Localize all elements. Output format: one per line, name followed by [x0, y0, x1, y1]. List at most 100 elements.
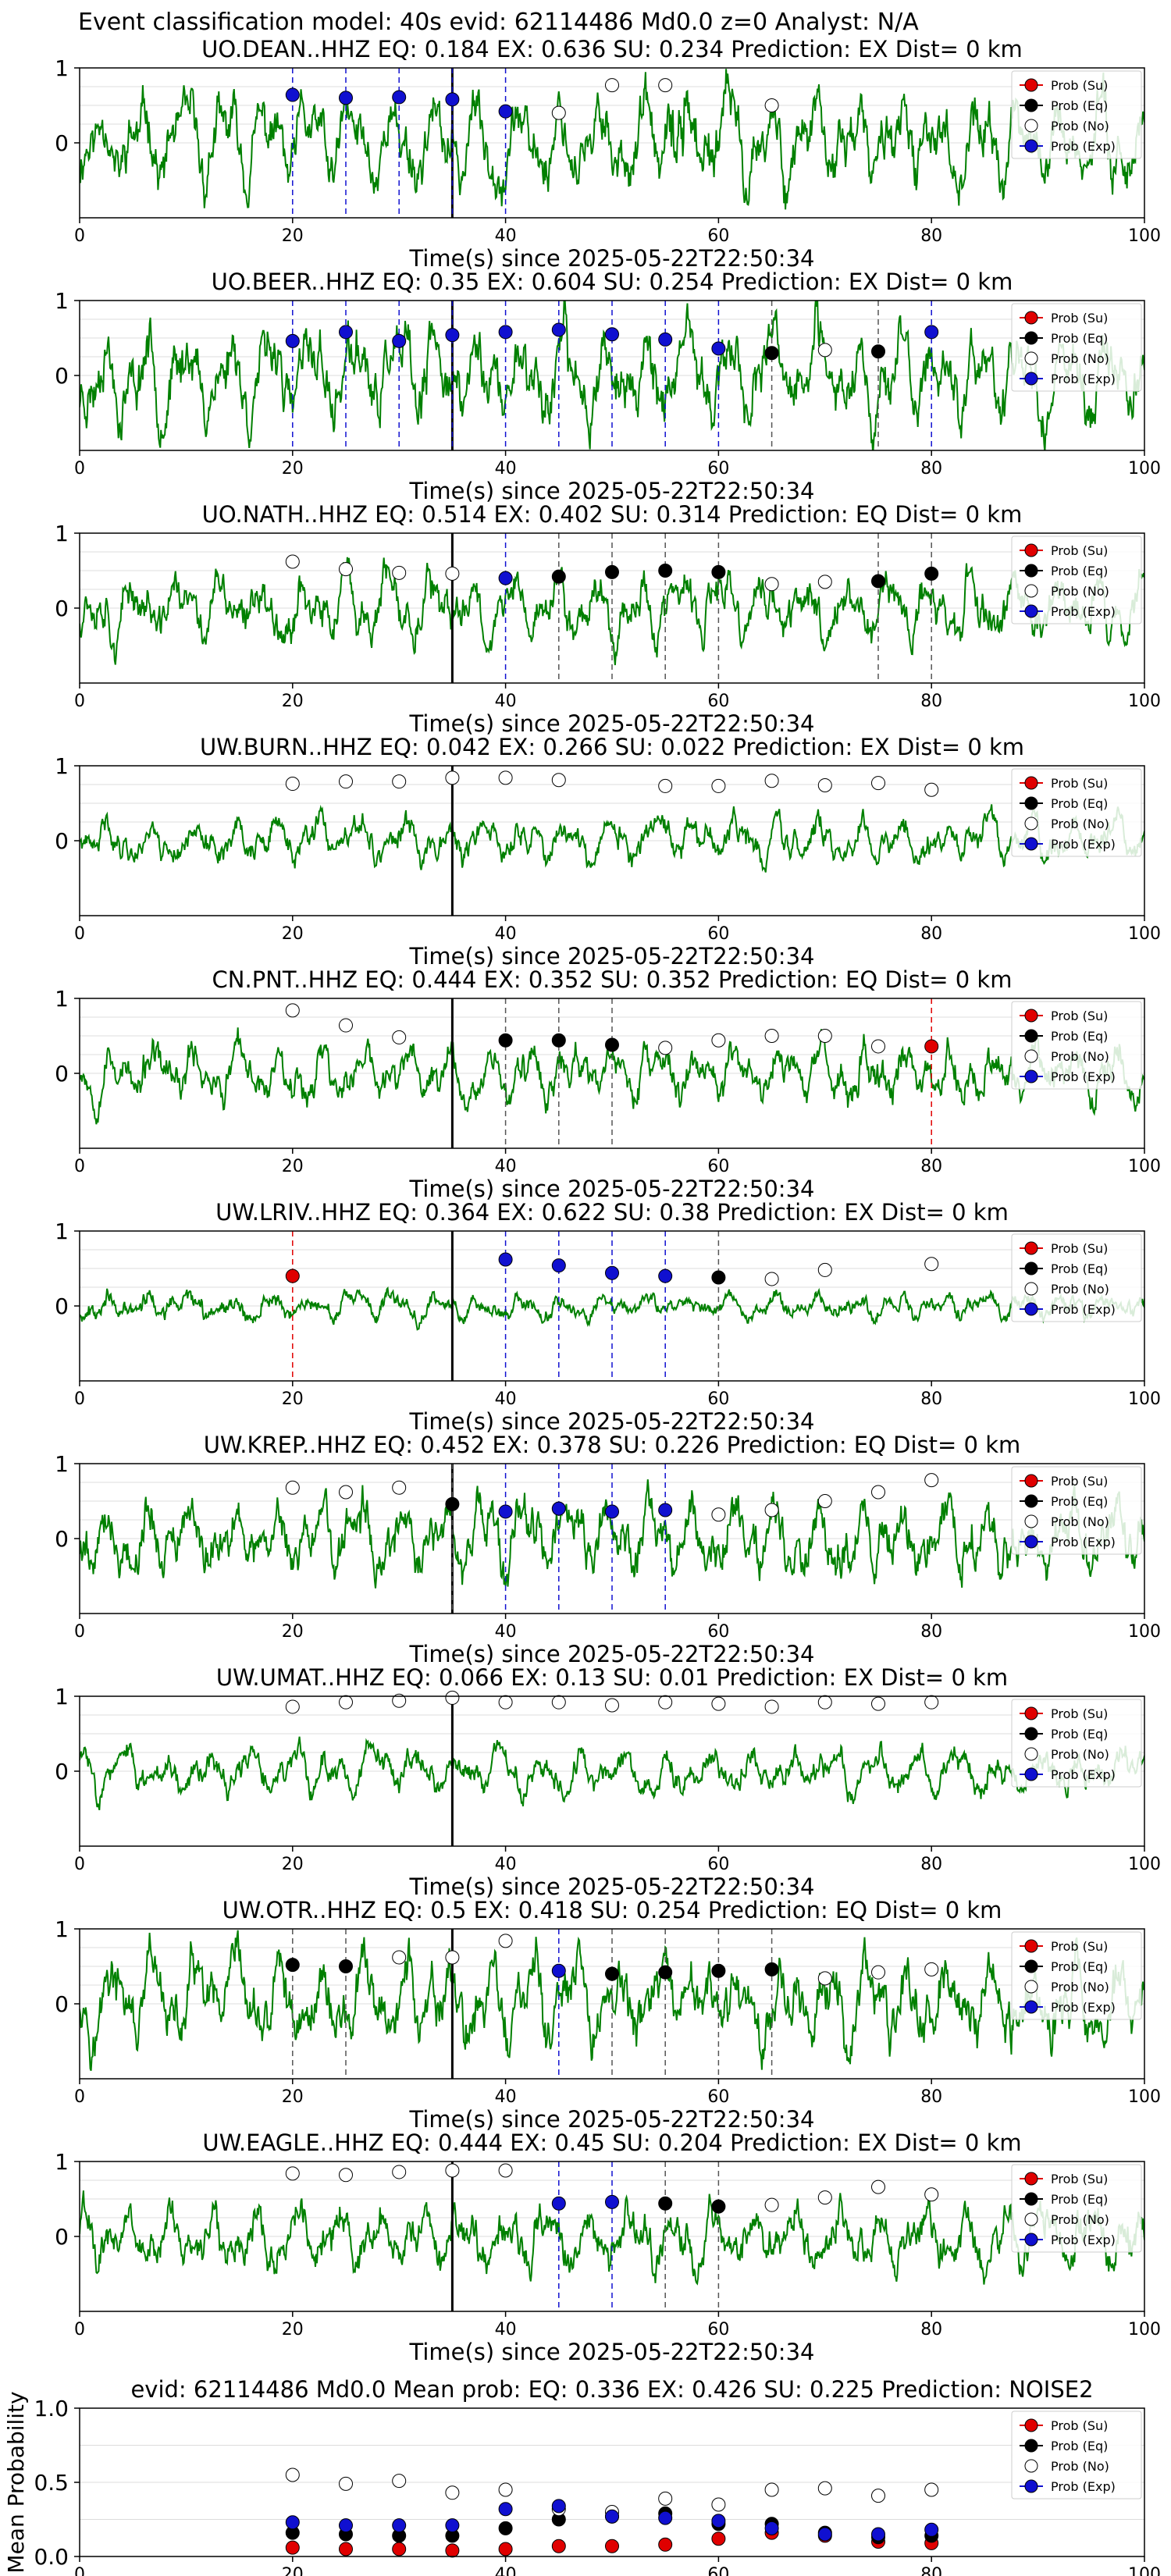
- legend-marker-su: [1024, 2418, 1038, 2432]
- legend-marker-exp: [1024, 1767, 1038, 1781]
- prob-marker-no: [392, 2165, 407, 2179]
- prob-marker-no: [605, 1698, 619, 1713]
- prob-marker-no: [285, 777, 300, 792]
- prob-marker-no: [658, 1695, 673, 1710]
- legend-box: [1011, 303, 1142, 392]
- mean-prob-marker-su: [711, 2532, 726, 2546]
- prob-marker-exp: [605, 327, 619, 342]
- prob-marker-no: [871, 2179, 885, 2194]
- y-tick-label: 1: [55, 55, 69, 81]
- x-tick-label: 80: [920, 2087, 942, 2107]
- legend-label-exp: Prob (Exp): [1051, 139, 1116, 154]
- legend-marker-no: [1024, 817, 1038, 831]
- legend-label-no: Prob (No): [1051, 1514, 1109, 1529]
- waveform-trace: [80, 69, 1144, 210]
- prob-marker-no: [764, 1503, 779, 1517]
- figure-suptitle: Event classification model: 40s evid: 62…: [78, 9, 919, 36]
- x-tick-label: 20: [282, 1157, 304, 1176]
- prob-marker-exp: [392, 90, 407, 105]
- mean-prob-marker-no: [339, 2476, 353, 2491]
- y-tick-label: 0: [55, 1991, 69, 2017]
- y-tick-label: 0.5: [34, 2470, 69, 2496]
- mean-prob-marker-no: [764, 2482, 779, 2497]
- x-tick-label: 0: [74, 1389, 85, 1409]
- prob-marker-exp: [498, 325, 513, 340]
- prob-marker-no: [498, 2163, 513, 2178]
- prob-marker-exp: [285, 87, 300, 102]
- chart-panel-10: evid: 62114486 Md0.0 Mean prob: EQ: 0.33…: [3, 2376, 1161, 2576]
- prob-marker-no: [764, 98, 779, 112]
- prob-marker-no: [445, 1950, 460, 1965]
- prob-marker-exp: [498, 1504, 513, 1519]
- prob-marker-no: [764, 1029, 779, 1043]
- x-tick-label: 40: [495, 226, 517, 246]
- x-tick-label: 80: [920, 1855, 942, 1874]
- y-tick-label: 0: [55, 2224, 69, 2250]
- mean-prob-marker-eq: [498, 2521, 513, 2535]
- prob-marker-exp: [658, 1268, 673, 1283]
- y-tick-label: 1.0: [34, 2396, 69, 2421]
- prob-marker-eq: [551, 1033, 566, 1048]
- legend-label-exp: Prob (Exp): [1051, 2000, 1116, 2015]
- prob-marker-no: [817, 1262, 832, 1277]
- legend-label-su: Prob (Su): [1051, 311, 1108, 326]
- prob-marker-eq: [445, 1496, 460, 1511]
- prob-marker-eq: [764, 1962, 779, 1976]
- legend-label-exp: Prob (Exp): [1051, 1302, 1116, 1317]
- prob-marker-no: [817, 777, 832, 792]
- mean-prob-marker-su: [339, 2542, 353, 2556]
- chart-panel-7: UW.UMAT..HHZ EQ: 0.066 EX: 0.13 SU: 0.01…: [55, 1664, 1161, 1900]
- y-tick-label: 1: [55, 753, 69, 779]
- y-tick-label: 1: [55, 1684, 69, 1710]
- prob-marker-no: [339, 2168, 353, 2183]
- legend-marker-exp: [1024, 1535, 1038, 1549]
- prob-marker-exp: [551, 1258, 566, 1273]
- legend-label-su: Prob (Su): [1051, 78, 1108, 93]
- x-tick-label: 80: [920, 2565, 942, 2576]
- prob-marker-no: [711, 1696, 726, 1711]
- x-tick-label: 0: [74, 1622, 85, 1642]
- prob-marker-exp: [445, 92, 460, 107]
- y-tick-label: 1: [55, 521, 69, 546]
- prob-marker-no: [871, 1485, 885, 1500]
- prob-marker-no: [392, 1480, 407, 1495]
- prob-marker-eq: [658, 2196, 673, 2211]
- mean-prob-marker-su: [605, 2539, 619, 2553]
- y-tick-label: 0: [55, 1526, 69, 1552]
- legend-box: [1011, 1931, 1142, 2020]
- prob-marker-no: [711, 778, 726, 793]
- chart-panel-1: UO.BEER..HHZ EQ: 0.35 EX: 0.604 SU: 0.25…: [55, 269, 1161, 504]
- x-tick-label: 40: [495, 2320, 517, 2339]
- legend-marker-su: [1024, 1939, 1038, 1953]
- prob-marker-no: [711, 1033, 726, 1048]
- legend-box: [1011, 70, 1142, 159]
- mean-prob-marker-exp: [605, 2509, 619, 2524]
- prob-marker-no: [924, 782, 939, 797]
- y-tick-label: 0: [55, 1061, 69, 1087]
- x-tick-label: 100: [1128, 2087, 1161, 2107]
- y-tick-label: 1: [55, 1916, 69, 1942]
- legend-label-exp: Prob (Exp): [1051, 1535, 1116, 1550]
- x-tick-label: 100: [1128, 459, 1161, 479]
- prob-marker-exp: [658, 332, 673, 347]
- mean-prob-marker-exp: [498, 2502, 513, 2517]
- mean-prob-marker-exp: [924, 2522, 939, 2537]
- x-tick-label: 0: [74, 1855, 85, 1874]
- prob-marker-exp: [924, 325, 939, 340]
- mean-prob-marker-exp: [551, 2499, 566, 2514]
- prob-marker-no: [658, 78, 673, 93]
- x-tick-label: 20: [282, 459, 304, 479]
- y-tick-label: 0: [55, 1293, 69, 1319]
- mean-prob-marker-exp: [817, 2527, 832, 2542]
- legend-marker-exp: [1024, 2233, 1038, 2247]
- chart-panel-3: UW.BURN..HHZ EQ: 0.042 EX: 0.266 SU: 0.0…: [55, 734, 1161, 970]
- legend-marker-exp: [1024, 1302, 1038, 1316]
- prob-marker-no: [764, 2197, 779, 2212]
- chart-panel-0: UO.DEAN..HHZ EQ: 0.184 EX: 0.636 SU: 0.2…: [55, 36, 1161, 272]
- legend-marker-eq: [1024, 796, 1038, 810]
- x-tick-label: 0: [74, 2565, 85, 2576]
- x-tick-label: 80: [920, 226, 942, 246]
- panel-title: UW.OTR..HHZ EQ: 0.5 EX: 0.418 SU: 0.254 …: [222, 1897, 1002, 1923]
- legend-label-eq: Prob (Eq): [1051, 2439, 1108, 2453]
- mean-prob-marker-no: [711, 2497, 726, 2512]
